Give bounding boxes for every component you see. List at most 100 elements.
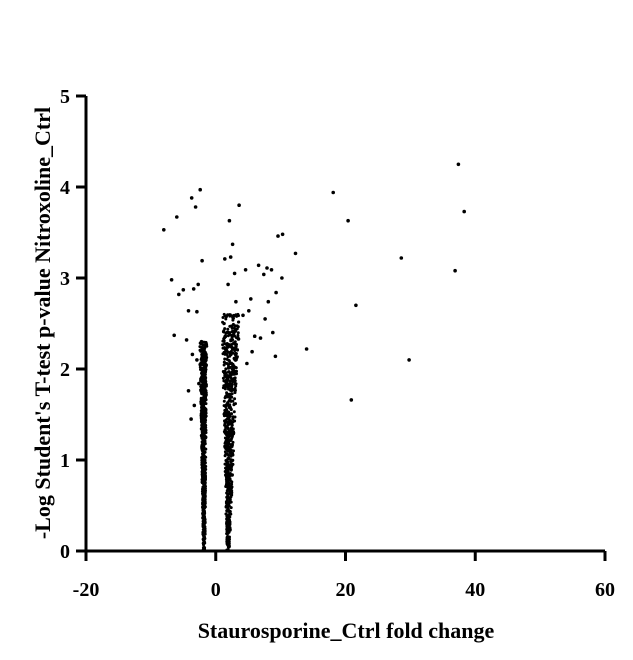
- data-point: [203, 525, 207, 529]
- data-point: [399, 256, 404, 260]
- data-point: [228, 521, 232, 525]
- data-point: [201, 505, 205, 509]
- data-point: [223, 371, 227, 375]
- data-point: [228, 413, 232, 416]
- data-point: [233, 349, 237, 353]
- data-point: [273, 354, 278, 359]
- data-point: [226, 469, 230, 473]
- data-point: [231, 462, 235, 466]
- x-tick-label: 60: [595, 579, 615, 601]
- data-point: [203, 375, 207, 379]
- data-point: [202, 397, 206, 401]
- data-point: [202, 489, 205, 493]
- data-point: [224, 405, 228, 409]
- data-point: [200, 456, 204, 460]
- data-point: [223, 357, 227, 361]
- data-point: [232, 449, 235, 453]
- data-point: [201, 420, 205, 424]
- data-point: [225, 484, 229, 488]
- data-point: [226, 532, 230, 535]
- data-point: [230, 437, 233, 441]
- data-point: [201, 405, 205, 409]
- data-point: [230, 473, 234, 477]
- data-point: [224, 380, 228, 384]
- data-point: [175, 215, 179, 219]
- data-point: [226, 330, 230, 334]
- data-point: [193, 205, 198, 209]
- data-point: [229, 399, 233, 403]
- data-point: [204, 436, 208, 440]
- data-point: [200, 258, 204, 263]
- data-point: [230, 342, 234, 346]
- data-point: [228, 499, 232, 503]
- data-point: [232, 271, 237, 276]
- data-point: [223, 408, 227, 412]
- x-tick-label: 40: [465, 579, 485, 601]
- data-point: [190, 352, 195, 357]
- data-point: [230, 242, 235, 247]
- data-point: [200, 400, 204, 404]
- data-point: [227, 501, 231, 505]
- data-point: [223, 351, 227, 355]
- data-point: [196, 282, 200, 287]
- data-point: [162, 228, 166, 232]
- data-point: [226, 528, 230, 531]
- y-axis-ticks: 0 1 2 3 4 5: [60, 86, 86, 563]
- data-point: [234, 351, 238, 355]
- data-point: [227, 518, 231, 522]
- data-point: [199, 367, 203, 371]
- x-tick-label: 20: [336, 579, 356, 601]
- data-point: [203, 442, 207, 446]
- data-point: [224, 420, 227, 424]
- data-point: [203, 515, 207, 519]
- data-point: [227, 513, 231, 517]
- data-point: [232, 366, 236, 370]
- data-point: [203, 531, 207, 535]
- data-point: [234, 346, 237, 350]
- data-point: [226, 342, 230, 346]
- data-point: [276, 234, 280, 238]
- data-point: [202, 483, 206, 487]
- data-point: [202, 539, 206, 543]
- data-point: [228, 488, 231, 492]
- data-point: [224, 367, 228, 371]
- data-point: [230, 480, 234, 484]
- data-point: [229, 339, 233, 343]
- data-point: [199, 361, 203, 365]
- data-point: [226, 441, 230, 445]
- data-point: [227, 358, 231, 362]
- data-point: [201, 413, 205, 417]
- y-tick-label: 0: [60, 541, 70, 563]
- data-point: [231, 430, 235, 434]
- data-point: [230, 370, 234, 374]
- data-point: [245, 361, 249, 366]
- x-axis-ticks: -20 0 20 40 60: [73, 551, 615, 601]
- data-point: [203, 344, 207, 348]
- data-point: [192, 403, 197, 408]
- data-point: [229, 376, 233, 380]
- data-point: [203, 466, 207, 470]
- data-point: [346, 218, 350, 223]
- data-point: [225, 395, 229, 399]
- data-point: [199, 379, 203, 383]
- data-point: [204, 358, 208, 362]
- data-point: [456, 162, 461, 167]
- data-point: [222, 322, 226, 325]
- data-point: [199, 341, 203, 345]
- data-point: [228, 382, 231, 386]
- data-point: [226, 345, 230, 349]
- data-point: [236, 348, 239, 352]
- data-point: [228, 510, 232, 514]
- data-point: [204, 353, 208, 357]
- data-point: [228, 395, 232, 399]
- data-point: [172, 333, 176, 338]
- data-point: [177, 292, 181, 297]
- data-point: [227, 370, 230, 374]
- data-point: [200, 444, 204, 448]
- data-point: [225, 463, 229, 467]
- data-point: [202, 512, 205, 515]
- data-point: [204, 364, 208, 368]
- data-point: [231, 458, 235, 462]
- data-point: [202, 486, 206, 490]
- data-point: [226, 366, 230, 370]
